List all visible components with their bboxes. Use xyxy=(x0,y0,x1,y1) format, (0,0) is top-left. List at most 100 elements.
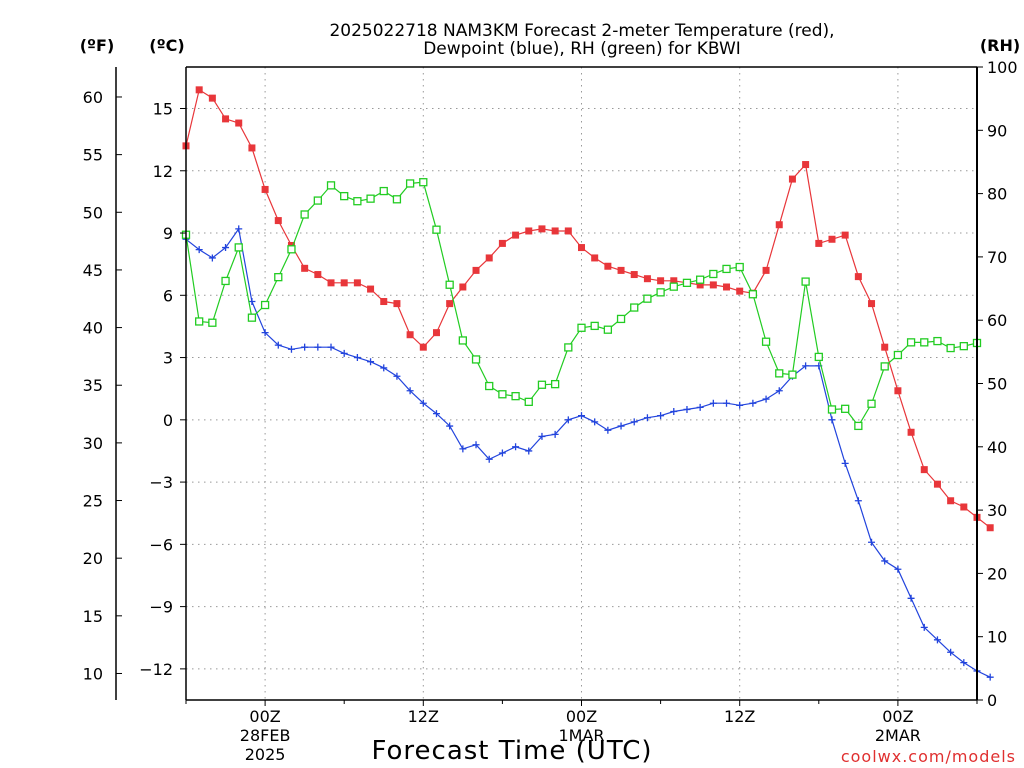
rh-point xyxy=(340,191,349,201)
x-axis-label: Forecast Time (UTC) xyxy=(371,736,652,766)
temperature-point xyxy=(604,262,612,270)
temperature-point xyxy=(472,266,480,274)
dewpoint-point xyxy=(353,354,361,362)
chart-title-line1: 2025022718 NAM3KM Forecast 2-meter Tempe… xyxy=(329,21,834,41)
dewpoint-point xyxy=(920,623,928,631)
temperature-point xyxy=(657,277,665,285)
credit-text: coolwx.com/models xyxy=(841,747,1016,766)
temperature-point xyxy=(301,264,309,272)
fahrenheit-tick-label: 60 xyxy=(83,88,103,107)
celsius-unit-label: (ºC) xyxy=(149,36,184,55)
rh-point xyxy=(234,243,243,252)
temperature-point xyxy=(222,115,230,123)
temperature-point xyxy=(696,281,704,289)
dewpoint-point xyxy=(630,418,638,426)
plot-frame xyxy=(115,66,978,701)
fahrenheit-tick-label: 20 xyxy=(83,549,103,568)
rh-point xyxy=(524,397,533,407)
rh-point xyxy=(392,195,402,204)
rh-point xyxy=(867,399,876,408)
rh-line xyxy=(185,181,978,427)
dewpoint-point xyxy=(498,449,506,457)
dewpoint-point xyxy=(340,349,348,357)
temperature-point xyxy=(947,497,955,505)
rh-point xyxy=(260,300,270,310)
fahrenheit-tick-label: 15 xyxy=(83,607,103,626)
dewpoint-point xyxy=(208,254,216,262)
rh-point xyxy=(498,390,507,399)
rh-point xyxy=(405,179,415,188)
rh-point xyxy=(511,392,520,401)
dewpoint-point xyxy=(248,298,256,306)
rh-point xyxy=(893,350,903,360)
temperature-point xyxy=(485,254,493,262)
temperature-point xyxy=(630,271,638,279)
dewpoint-point xyxy=(643,414,651,422)
temperature-point xyxy=(498,239,506,247)
dewpoint-point xyxy=(775,387,783,395)
rh-point xyxy=(761,337,771,346)
dewpoint-point xyxy=(380,364,388,372)
temperature-point xyxy=(353,279,361,287)
dewpoint-point xyxy=(525,447,533,455)
temperature-point xyxy=(367,285,375,293)
dewpoint-point xyxy=(432,410,440,418)
dewpoint-point xyxy=(828,416,836,424)
dewpoint-point xyxy=(709,399,717,407)
temperature-point xyxy=(960,503,968,511)
temperature-point xyxy=(551,227,559,235)
rh-point xyxy=(656,288,665,297)
dewpoint-point xyxy=(604,426,612,434)
rh-point xyxy=(946,343,955,353)
dewpoint-point xyxy=(854,497,862,505)
dewpoint-point xyxy=(762,395,770,403)
rh-point xyxy=(827,405,837,414)
dewpoint-point xyxy=(419,399,427,407)
temperature-line xyxy=(185,88,991,529)
series-layer xyxy=(181,86,994,681)
dewpoint-point xyxy=(960,659,968,667)
rh-point xyxy=(841,404,850,413)
dewpoint-point xyxy=(802,362,810,370)
temperature-point xyxy=(617,266,625,274)
dewpoint-point xyxy=(578,412,585,420)
rh-tick-label: 0 xyxy=(987,691,997,710)
rh-point xyxy=(419,178,428,187)
rh-point xyxy=(682,278,692,288)
dewpoint-point xyxy=(274,341,282,349)
temperature-point xyxy=(459,283,467,291)
rh-point xyxy=(471,355,481,364)
rh-point xyxy=(577,323,586,332)
celsius-tick-label: 15 xyxy=(153,100,173,119)
fahrenheit-tick-label: 50 xyxy=(83,203,103,222)
rh-point xyxy=(537,380,547,389)
rh-point xyxy=(854,421,863,431)
temperature-point xyxy=(248,144,256,152)
rh-point xyxy=(775,369,784,378)
temperature-point xyxy=(933,480,941,488)
rh-point xyxy=(696,275,705,284)
x-tick-label: 12Z xyxy=(724,707,755,726)
temperature-point xyxy=(828,235,836,243)
fahrenheit-tick-label: 40 xyxy=(83,319,103,338)
dewpoint-point xyxy=(947,648,955,656)
rh-point xyxy=(748,290,758,299)
rh-point xyxy=(959,342,968,351)
x-tick-date: 28FEB xyxy=(240,726,291,745)
celsius-tick-label: 6 xyxy=(163,286,173,305)
temperature-point xyxy=(195,86,203,94)
dewpoint-point xyxy=(314,343,322,351)
rh-point xyxy=(880,362,889,371)
dewpoint-point xyxy=(538,432,546,440)
dewpoint-point xyxy=(406,387,414,395)
temperature-point xyxy=(723,283,731,291)
rh-point xyxy=(221,276,230,286)
dewpoint-point xyxy=(591,418,599,426)
celsius-tick-label: −3 xyxy=(149,473,173,492)
dewpoint-point xyxy=(868,538,876,546)
dewpoint-point xyxy=(696,403,704,411)
temperature-point xyxy=(591,254,599,262)
rh-point xyxy=(788,370,797,379)
